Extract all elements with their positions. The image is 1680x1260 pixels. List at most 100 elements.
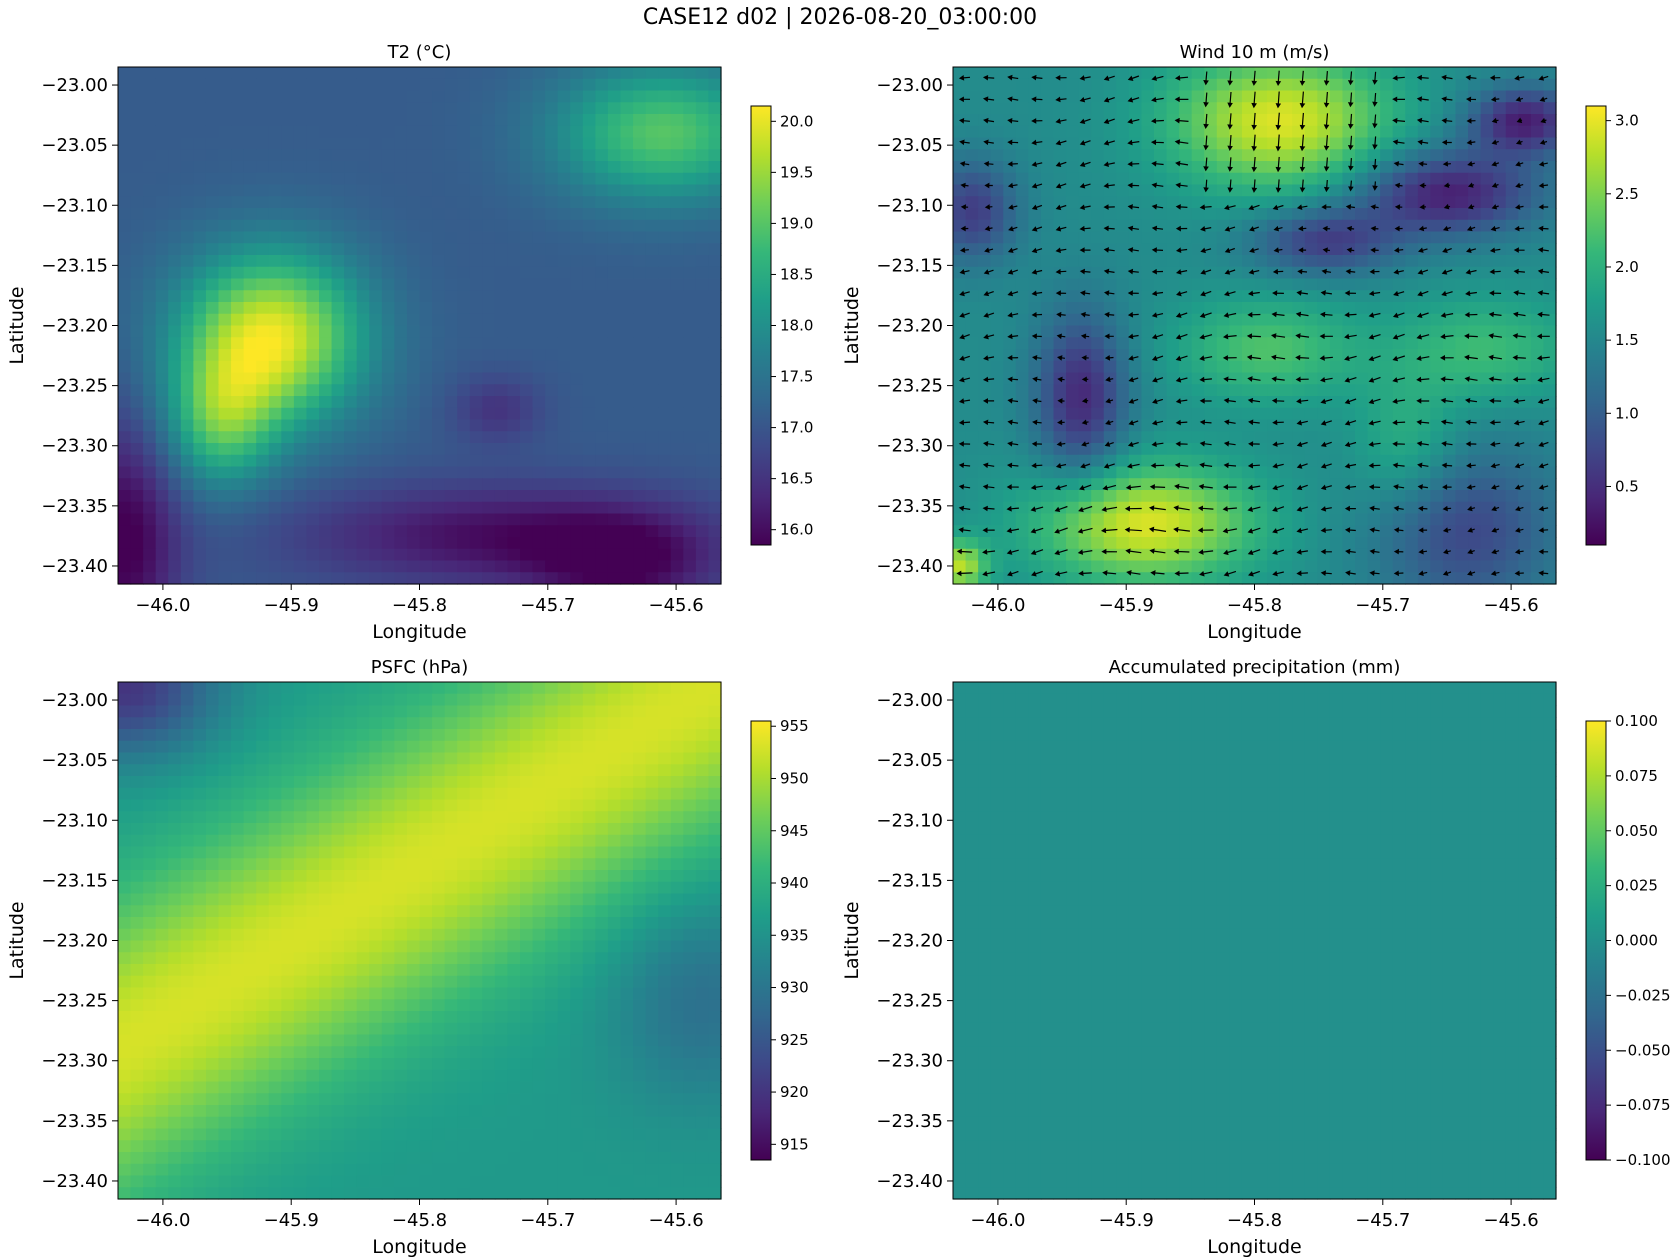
heatmap-cell <box>990 208 1004 221</box>
heatmap-cell <box>432 466 446 479</box>
heatmap-cell <box>369 490 383 503</box>
heatmap-cell <box>482 501 496 515</box>
heatmap-cell <box>231 313 245 327</box>
heatmap-cell <box>1292 337 1306 350</box>
wind-arrow <box>1368 376 1381 383</box>
heatmap-cell <box>356 372 370 385</box>
heatmap-cell <box>268 431 282 444</box>
heatmap-cell <box>281 266 295 280</box>
heatmap-cell <box>293 693 308 707</box>
heatmap-cell <box>243 90 257 103</box>
heatmap-cell <box>168 431 182 444</box>
heatmap-cell <box>1015 349 1029 362</box>
heatmap-cell <box>708 172 722 186</box>
heatmap-cell <box>658 255 672 268</box>
heatmap-cell <box>520 682 534 695</box>
heatmap-cell <box>406 525 421 538</box>
heatmap-cell <box>1015 102 1029 115</box>
wind-arrow <box>959 334 970 340</box>
heatmap-cell <box>1241 243 1256 256</box>
heatmap-cell <box>1392 384 1406 397</box>
heatmap-cell <box>1015 67 1029 80</box>
wind-arrow <box>1370 247 1379 253</box>
heatmap-cell <box>394 419 408 432</box>
heatmap-cell <box>658 478 672 491</box>
heatmap-cell <box>369 67 383 80</box>
heatmap-cell <box>1530 337 1545 350</box>
wind-arrow <box>1416 312 1429 318</box>
heatmap-cell <box>306 114 320 127</box>
heatmap-cell <box>369 172 383 186</box>
colorbar-tick-label: 18.5 <box>780 265 813 283</box>
heatmap-cell <box>1417 560 1431 573</box>
heatmap-cell <box>1417 125 1431 139</box>
heatmap-cell <box>607 219 622 233</box>
heatmap-cell <box>256 125 270 139</box>
heatmap-cell <box>1204 114 1218 127</box>
heatmap-cell <box>1292 266 1306 280</box>
heatmap-cell <box>658 360 672 374</box>
heatmap-cell <box>1329 196 1344 209</box>
heatmap-cell <box>168 278 182 291</box>
heatmap-cell <box>444 114 458 127</box>
heatmap-cell <box>1066 384 1080 397</box>
heatmap-cell <box>557 337 571 350</box>
heatmap-cell <box>978 396 992 409</box>
heatmap-cell <box>1179 231 1193 244</box>
heatmap-cell <box>1204 219 1218 233</box>
heatmap-cell <box>670 67 684 80</box>
heatmap-cell <box>344 360 358 374</box>
heatmap-cell <box>953 384 967 397</box>
heatmap-cell <box>670 682 684 695</box>
heatmap-cell <box>520 90 534 103</box>
heatmap-cell <box>607 114 622 127</box>
heatmap-cell <box>1355 196 1369 209</box>
heatmap-cell <box>1191 231 1205 244</box>
heatmap-cell <box>695 384 710 397</box>
heatmap-cell <box>1191 90 1205 103</box>
heatmap-cell <box>143 302 157 315</box>
heatmap-cell <box>344 560 358 573</box>
heatmap-cell <box>281 208 295 221</box>
heatmap-cell <box>231 102 245 115</box>
heatmap-cell <box>695 548 710 562</box>
heatmap-cell <box>1091 537 1105 550</box>
wind-arrow <box>1515 182 1524 189</box>
heatmap-cell <box>683 443 697 456</box>
heatmap-cell <box>633 513 647 526</box>
heatmap-cell <box>205 114 220 127</box>
heatmap-cell <box>381 325 395 338</box>
heatmap-cell <box>243 443 257 456</box>
wind-arrow <box>1443 203 1451 210</box>
heatmap-cell <box>520 501 534 515</box>
heatmap-cell <box>645 78 659 92</box>
wind-arrow <box>1299 157 1306 173</box>
heatmap-cell <box>633 243 647 256</box>
heatmap-cell <box>306 208 320 221</box>
heatmap-cell <box>595 125 609 139</box>
heatmap-cell <box>193 548 207 562</box>
wind-arrow <box>1488 354 1502 361</box>
heatmap-cell <box>620 360 634 374</box>
heatmap-cell <box>1342 360 1356 374</box>
heatmap-cell <box>1003 290 1017 303</box>
heatmap-cell <box>130 693 144 707</box>
heatmap-cell <box>457 466 471 479</box>
heatmap-cell <box>168 501 182 515</box>
heatmap-cell <box>683 149 697 162</box>
heatmap-cell <box>1543 513 1557 526</box>
wind-arrow <box>1538 441 1549 447</box>
heatmap-cell <box>218 431 232 444</box>
heatmap-cell <box>595 161 609 174</box>
heatmap-cell <box>570 682 584 695</box>
heatmap-cell <box>381 501 395 515</box>
heatmap-cell <box>1430 67 1444 80</box>
heatmap-cell <box>1417 302 1431 315</box>
heatmap-cell <box>381 302 395 315</box>
heatmap-cell <box>1455 102 1469 115</box>
heatmap-cell <box>256 337 270 350</box>
heatmap-cell <box>1543 466 1557 479</box>
heatmap-cell <box>1455 184 1469 197</box>
heatmap-cell <box>143 184 157 197</box>
wind-arrow <box>1224 419 1236 426</box>
